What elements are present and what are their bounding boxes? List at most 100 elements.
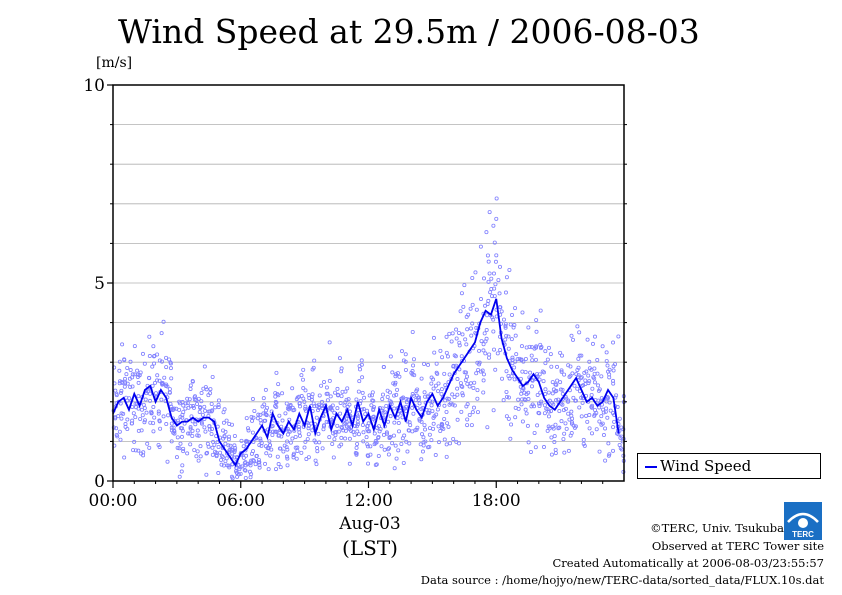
data-point <box>263 418 268 423</box>
data-point <box>168 366 173 371</box>
data-point <box>274 405 279 410</box>
data-point <box>459 409 464 414</box>
data-point <box>373 440 378 445</box>
data-point <box>470 276 475 281</box>
data-point <box>541 379 546 384</box>
data-point <box>315 446 320 451</box>
data-point <box>379 444 384 449</box>
data-point <box>299 450 304 455</box>
data-point <box>503 322 508 327</box>
data-point <box>414 427 419 432</box>
data-point <box>474 371 479 376</box>
data-point <box>506 395 511 400</box>
data-point <box>549 409 554 414</box>
data-point <box>523 407 528 412</box>
data-point <box>207 427 212 432</box>
data-point <box>238 471 243 476</box>
data-point <box>153 380 158 385</box>
data-point <box>204 472 209 477</box>
data-point <box>252 408 257 413</box>
data-point <box>367 393 372 398</box>
data-point <box>344 420 349 425</box>
data-point <box>159 359 164 364</box>
data-point <box>188 442 193 447</box>
data-point <box>138 370 143 375</box>
data-point <box>611 381 616 386</box>
data-point <box>455 386 460 391</box>
data-point <box>274 370 279 375</box>
data-point <box>546 345 551 350</box>
data-point <box>185 400 190 405</box>
data-point <box>175 435 180 440</box>
data-point <box>411 357 416 362</box>
data-point <box>148 391 153 396</box>
data-point <box>352 423 357 428</box>
data-point <box>140 351 145 356</box>
data-point <box>426 362 431 367</box>
legend-label: Wind Speed <box>660 457 752 475</box>
data-point <box>465 402 470 407</box>
data-point <box>281 449 286 454</box>
data-point <box>553 451 558 456</box>
data-point <box>368 452 373 457</box>
data-point <box>484 336 489 341</box>
data-point <box>487 355 492 360</box>
data-point <box>469 333 474 338</box>
data-point <box>617 442 622 447</box>
data-point <box>600 421 605 426</box>
data-point <box>259 441 264 446</box>
data-point <box>615 405 620 410</box>
data-point <box>168 361 173 366</box>
data-point <box>299 394 304 399</box>
data-point <box>202 364 207 369</box>
data-point <box>216 402 221 407</box>
data-point <box>431 421 436 426</box>
data-point <box>125 365 130 370</box>
data-point <box>258 418 263 423</box>
data-point <box>187 431 192 436</box>
data-point <box>444 442 449 447</box>
data-point <box>327 378 332 383</box>
data-point <box>558 350 563 355</box>
data-point <box>481 378 486 383</box>
data-point <box>199 420 204 425</box>
data-point <box>469 423 474 428</box>
data-point <box>128 384 133 389</box>
data-point <box>294 456 299 461</box>
data-point <box>255 416 260 421</box>
data-point <box>205 450 210 455</box>
data-point <box>410 429 415 434</box>
data-point <box>559 419 564 424</box>
data-point <box>216 471 221 476</box>
data-point <box>195 428 200 433</box>
data-point <box>486 298 491 303</box>
data-point <box>248 475 253 480</box>
data-point <box>454 327 459 332</box>
data-point <box>328 394 333 399</box>
data-point <box>477 348 482 353</box>
data-point <box>301 367 306 372</box>
data-point <box>142 406 147 411</box>
data-point <box>416 397 421 402</box>
data-point <box>427 410 432 415</box>
data-point <box>358 398 363 403</box>
data-point <box>566 411 571 416</box>
data-point <box>195 449 200 454</box>
data-point <box>457 343 462 348</box>
data-point <box>346 397 351 402</box>
data-point <box>410 369 415 374</box>
data-point <box>202 404 207 409</box>
data-point <box>464 342 469 347</box>
data-point <box>481 342 486 347</box>
data-point <box>589 431 594 436</box>
data-point <box>463 370 468 375</box>
data-point <box>503 324 508 329</box>
data-point <box>544 406 549 411</box>
data-point <box>520 369 525 374</box>
data-point <box>579 375 584 380</box>
data-point <box>386 419 391 424</box>
data-point <box>556 397 561 402</box>
data-point <box>198 404 203 409</box>
data-point <box>135 368 140 373</box>
data-point <box>400 396 405 401</box>
